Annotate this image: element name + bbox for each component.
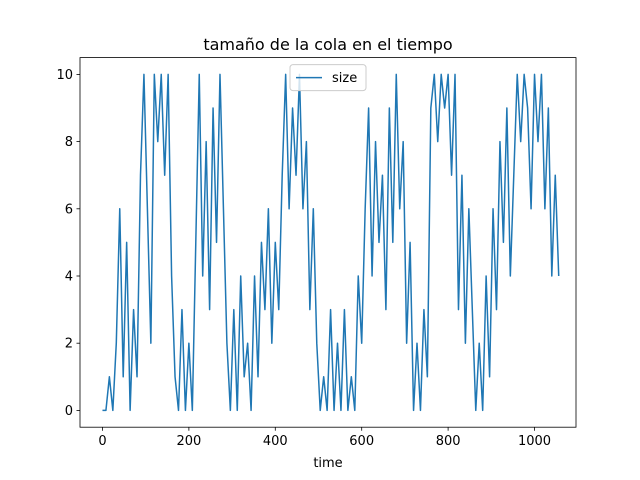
x-tick-label: 600	[349, 434, 374, 449]
data-line	[102, 73, 560, 412]
x-tick-label: 200	[176, 434, 201, 449]
axes-frame	[79, 57, 577, 428]
x-tick-label: 0	[98, 434, 106, 449]
y-tick-label: 2	[65, 337, 73, 352]
y-tick-label: 4	[65, 270, 73, 285]
legend-label: size	[332, 71, 357, 86]
x-tick-label: 1000	[518, 434, 551, 449]
x-tick-label: 800	[436, 434, 461, 449]
y-tick-label: 8	[65, 135, 73, 150]
y-tick-label: 0	[65, 404, 73, 419]
y-tick-label: 10	[56, 68, 73, 83]
x-tick-label: 400	[263, 434, 288, 449]
chart-title: tamaño de la cola en el tiempo	[203, 35, 452, 54]
legend-box	[289, 64, 367, 92]
y-tick-label: 6	[65, 202, 73, 217]
x-axis-label: time	[313, 456, 342, 471]
